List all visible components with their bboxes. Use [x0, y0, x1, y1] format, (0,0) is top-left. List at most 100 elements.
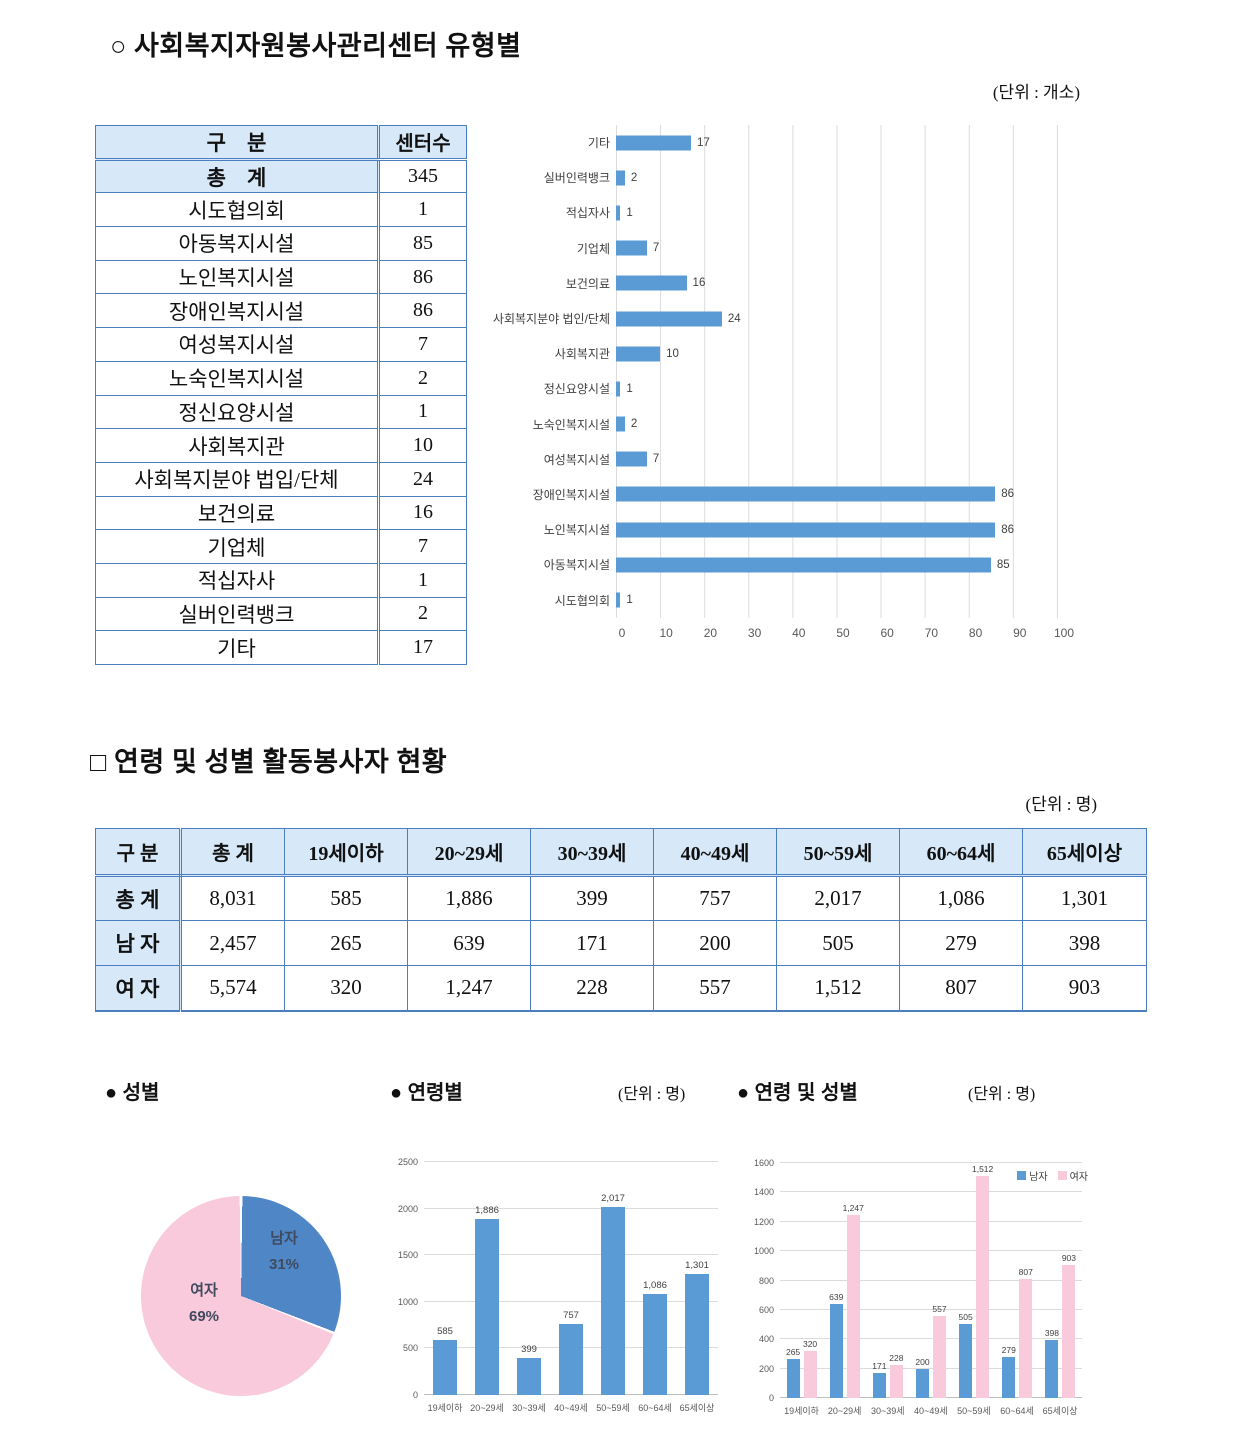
bar	[616, 311, 722, 327]
row-value: 85	[377, 226, 467, 261]
value-label: 1,247	[842, 1202, 864, 1213]
legend-item-female: 여자	[1057, 1168, 1088, 1183]
y-axis-tick-label: 2500	[397, 1157, 418, 1167]
value-label: 171	[872, 1360, 887, 1371]
bar-female	[1019, 1279, 1033, 1398]
value-label: 585	[437, 1326, 453, 1338]
bar-group: 279 807	[996, 1163, 1039, 1398]
cell-value: 279	[899, 920, 1023, 966]
bar-track: 16	[616, 265, 1058, 301]
cell-value: 639	[407, 920, 531, 966]
axis-tick-label: 100	[1053, 625, 1075, 640]
bar-group: 505 1,512	[953, 1163, 996, 1398]
axis-tick-label: 90	[1013, 625, 1027, 640]
bar-track: 10	[616, 336, 1058, 372]
value-label: 1,886	[475, 1205, 499, 1217]
value-label: 2	[630, 418, 638, 431]
table-row: 여성복지시설 7	[95, 327, 467, 362]
category-label: 사회복지관	[554, 347, 610, 362]
bar-row: 정신요양시설 1	[480, 371, 1105, 407]
row-value: 10	[377, 428, 467, 463]
category-label: 시도협의회	[554, 593, 610, 608]
column-header: 20~29세	[407, 828, 531, 877]
row-label: 여성복지시설	[95, 327, 379, 362]
row-value: 2	[377, 360, 467, 396]
table-row: 총 계 8,031 585 1,886 399 757 2,017 1,086 1,301	[95, 875, 1147, 921]
section2-unit-label: (단위 : 명)	[1025, 795, 1097, 814]
table-row: 아동복지시설 85	[95, 226, 467, 261]
cell-value: 505	[776, 920, 900, 966]
bar	[475, 1219, 499, 1395]
cell-value: 757	[653, 875, 777, 921]
pie-label-male-name: 남자	[270, 1230, 298, 1247]
legend-label-male: 남자	[1029, 1172, 1048, 1183]
category-label: 기업체	[576, 241, 610, 256]
axis-tick-label: 20	[703, 625, 718, 640]
value-label: 200	[915, 1356, 930, 1367]
bar-track: 1	[616, 195, 1058, 231]
grid-line	[780, 1338, 1082, 1340]
bar-male	[1045, 1339, 1059, 1398]
table-row: 시도협의회 1	[95, 192, 467, 228]
cell-value: 200	[653, 920, 777, 966]
table-total-row: 총 계 345	[95, 158, 467, 194]
grid-line	[780, 1162, 1082, 1163]
x-axis-labels: 19세이하 20~29세 30~39세 40~49세 50~59세 60~64세 65세이상	[424, 1401, 718, 1414]
bar-row: 기업체 7	[480, 230, 1105, 266]
y-axis-tick-label: 1600	[753, 1158, 774, 1168]
bar	[616, 381, 621, 397]
category-label: 40~49세	[554, 1403, 588, 1413]
row-value: 1	[377, 394, 467, 430]
x-axis-labels: 19세이하 20~29세 30~39세 40~49세 50~59세 60~64세 65세이상	[780, 1404, 1082, 1417]
bar	[616, 205, 621, 221]
category-label: 60~64세	[638, 1403, 672, 1413]
cell-value: 5,574	[180, 965, 285, 1012]
bar	[685, 1273, 709, 1395]
value-label: 228	[889, 1352, 904, 1363]
column-header: 19세이하	[284, 828, 408, 877]
row-label: 적십자사	[95, 562, 379, 598]
cell-value: 807	[899, 965, 1023, 1012]
bar-track: 86	[616, 476, 1058, 513]
bar-slot: 1,301	[676, 1162, 718, 1395]
row-value: 7	[377, 327, 467, 362]
bar-female	[803, 1351, 817, 1398]
row-value: 17	[377, 630, 467, 665]
column-header: 50~59세	[776, 828, 900, 877]
pie-label-female-pct: 69%	[188, 1307, 220, 1325]
bar-slot: 2,017	[592, 1162, 634, 1395]
bar	[559, 1324, 583, 1395]
column-header: 구 분	[95, 828, 182, 877]
column-header: 60~64세	[899, 828, 1023, 877]
grid-line	[780, 1279, 1082, 1281]
age-bar-chart: 585 1,886 399 757 2,017 1,086 1,301 19세이하 20~29…	[388, 1148, 725, 1444]
grid-line	[424, 1207, 718, 1209]
value-label: 807	[1018, 1267, 1033, 1278]
table-row: 장애인복지시설 86	[95, 293, 467, 329]
category-label: 노숙인복지시설	[532, 417, 610, 432]
bar	[616, 346, 661, 362]
axis-tick-label: 40	[792, 625, 806, 640]
table-row: 여 자 5,574 320 1,247 228 557 1,512 807 903	[95, 965, 1147, 1012]
bar-female	[1062, 1265, 1076, 1398]
age-gender-chart-title: ● 연령 및 성별	[737, 1082, 858, 1104]
cell-value: 399	[530, 875, 654, 921]
section1-unit-label: (단위 : 개소)	[992, 83, 1080, 102]
table-header-row: 구 분 센터수	[95, 125, 467, 161]
bar-row: 실버인력뱅크 2	[480, 160, 1105, 196]
grid-line	[424, 1254, 718, 1256]
row-label: 여 자	[95, 965, 182, 1012]
column-header: 40~49세	[653, 828, 777, 877]
axis-tick-label: 60	[880, 625, 894, 640]
center-type-bar-chart: 기타 17 실버인력뱅크 2 적십자사 1 기업체 7 보건의료 16 사회복지분야 법인/단체 24…	[480, 125, 1105, 646]
bar-slot: 1,886	[466, 1162, 508, 1395]
bar-track: 7	[616, 230, 1058, 266]
y-axis-tick-label: 0	[768, 1393, 774, 1403]
total-label: 총 계	[95, 158, 379, 194]
table-row: 정신요양시설 1	[95, 394, 467, 430]
column-header: 센터수	[377, 125, 467, 161]
bar	[616, 416, 625, 432]
value-label: 1,512	[971, 1163, 994, 1174]
bar-track: 7	[616, 441, 1058, 477]
